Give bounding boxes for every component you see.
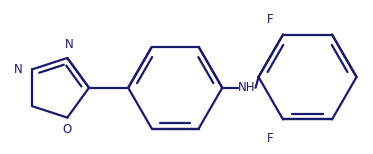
Text: F: F xyxy=(267,13,274,26)
Text: N: N xyxy=(65,38,73,51)
Text: NH: NH xyxy=(238,81,256,94)
Text: O: O xyxy=(63,123,72,136)
Text: N: N xyxy=(14,63,23,76)
Text: F: F xyxy=(267,132,274,145)
